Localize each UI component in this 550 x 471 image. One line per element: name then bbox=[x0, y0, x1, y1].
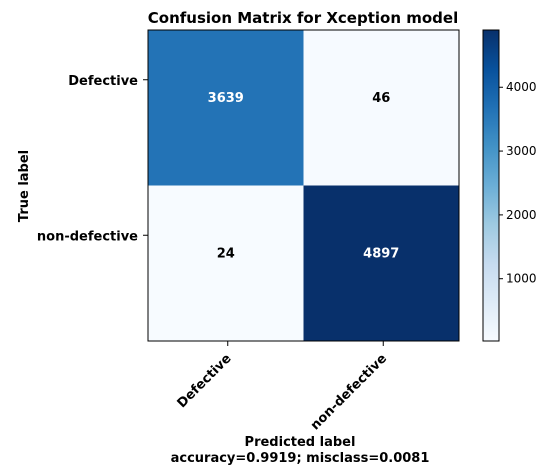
cell-value-label: 46 bbox=[372, 91, 390, 106]
row-tick-label: non-defective bbox=[37, 229, 138, 244]
chart-title: Confusion Matrix for Xception model bbox=[148, 9, 458, 27]
matrix-cell bbox=[148, 185, 304, 341]
row-tick-label: Defective bbox=[68, 74, 138, 89]
matrix-frame bbox=[147, 29, 460, 342]
matrix-cells: 3639 46 24 4897 bbox=[148, 30, 459, 341]
col-tick-label: Defective bbox=[175, 351, 235, 411]
colorbar-tick-label: 3000 bbox=[506, 144, 537, 158]
cell-value-label: 3639 bbox=[208, 91, 244, 106]
matrix-cell bbox=[303, 30, 459, 186]
colorbar bbox=[482, 29, 500, 342]
col-tick-label: non-defective bbox=[308, 351, 390, 433]
matrix-cell bbox=[148, 30, 304, 186]
cell-value-label: 4897 bbox=[363, 246, 399, 261]
col-tick-labels: Defective non-defective bbox=[175, 341, 390, 433]
colorbar-tick-label: 1000 bbox=[506, 272, 537, 286]
x-axis-label: Predicted label bbox=[245, 435, 356, 450]
colorbar-ticks: 1000 2000 3000 4000 bbox=[499, 80, 537, 286]
colorbar-tick-label: 2000 bbox=[506, 208, 537, 222]
x-axis-sublabel: accuracy=0.9919; misclass=0.0081 bbox=[171, 451, 430, 466]
y-axis-label: True label bbox=[17, 150, 32, 222]
matrix-cell bbox=[303, 185, 459, 341]
cell-value-label: 24 bbox=[217, 246, 235, 261]
colorbar-tick-label: 4000 bbox=[506, 80, 537, 94]
row-tick-labels: Defective non-defective bbox=[37, 74, 148, 244]
